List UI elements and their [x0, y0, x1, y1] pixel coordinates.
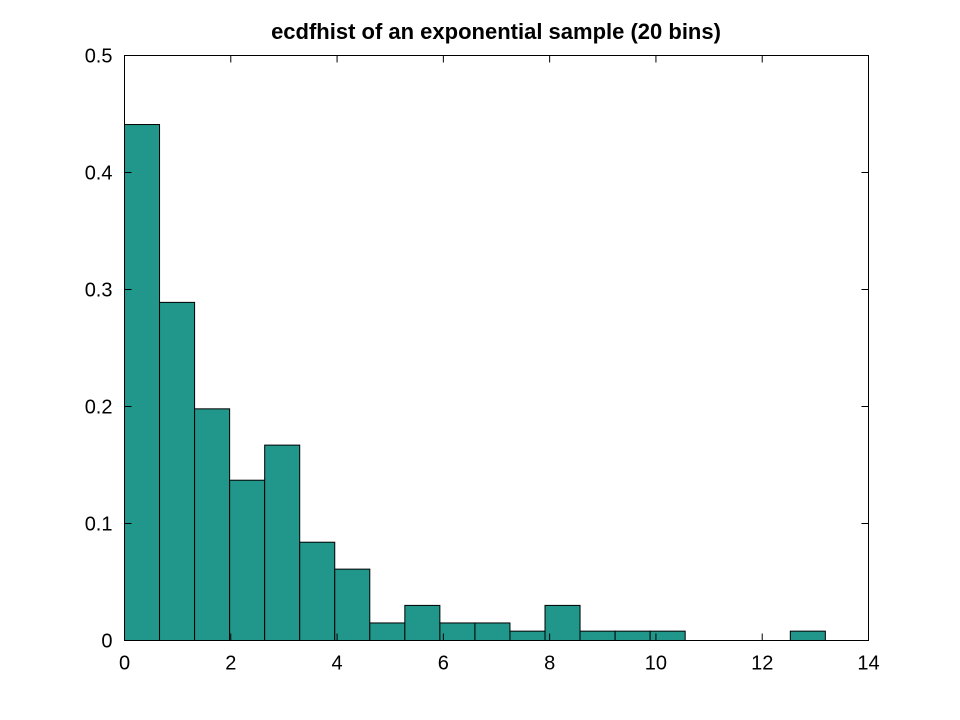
y-tick-label: 0 — [101, 631, 112, 653]
bars-group — [124, 124, 826, 642]
histogram-bar — [194, 408, 231, 641]
histogram-bar — [369, 622, 406, 642]
x-tick-label: 0 — [119, 653, 130, 675]
histogram-bar — [579, 630, 616, 642]
x-tick-label: 10 — [645, 653, 667, 675]
histogram-bar — [649, 630, 686, 642]
histogram-bar — [334, 568, 371, 642]
x-tick-label: 8 — [544, 653, 555, 675]
x-tick-label: 12 — [751, 653, 773, 675]
y-tick-label: 0.2 — [85, 397, 113, 419]
histogram-bar — [299, 541, 336, 641]
plot-frame — [124, 55, 869, 641]
y-tick-label: 0.4 — [85, 163, 113, 185]
histogram-bar — [544, 604, 581, 642]
x-tick-label: 14 — [857, 653, 879, 675]
y-tick-label: 0.5 — [85, 46, 113, 68]
histogram-bar — [439, 622, 476, 642]
x-tick-label: 4 — [332, 653, 343, 675]
chart-title: ecdfhist of an exponential sample (20 bi… — [271, 19, 721, 44]
histogram-bar — [509, 630, 546, 642]
histogram-bar — [229, 479, 266, 641]
histogram-bar — [124, 124, 161, 641]
x-tick-label: 6 — [438, 653, 449, 675]
histogram-bar — [474, 622, 511, 642]
histogram-bar — [159, 301, 196, 641]
x-axis: 0 2 4 6 8 10 12 14 — [119, 55, 880, 675]
y-tick-label: 0.1 — [85, 514, 113, 536]
y-tick-label: 0.3 — [85, 280, 113, 302]
histogram-bar — [404, 604, 441, 642]
x-tick-label: 2 — [225, 653, 236, 675]
histogram-bar — [789, 630, 826, 642]
histogram-bar — [614, 630, 651, 642]
histogram-bar — [264, 444, 301, 641]
y-axis: 0 0.1 0.2 0.3 0.4 0.5 — [85, 46, 869, 653]
